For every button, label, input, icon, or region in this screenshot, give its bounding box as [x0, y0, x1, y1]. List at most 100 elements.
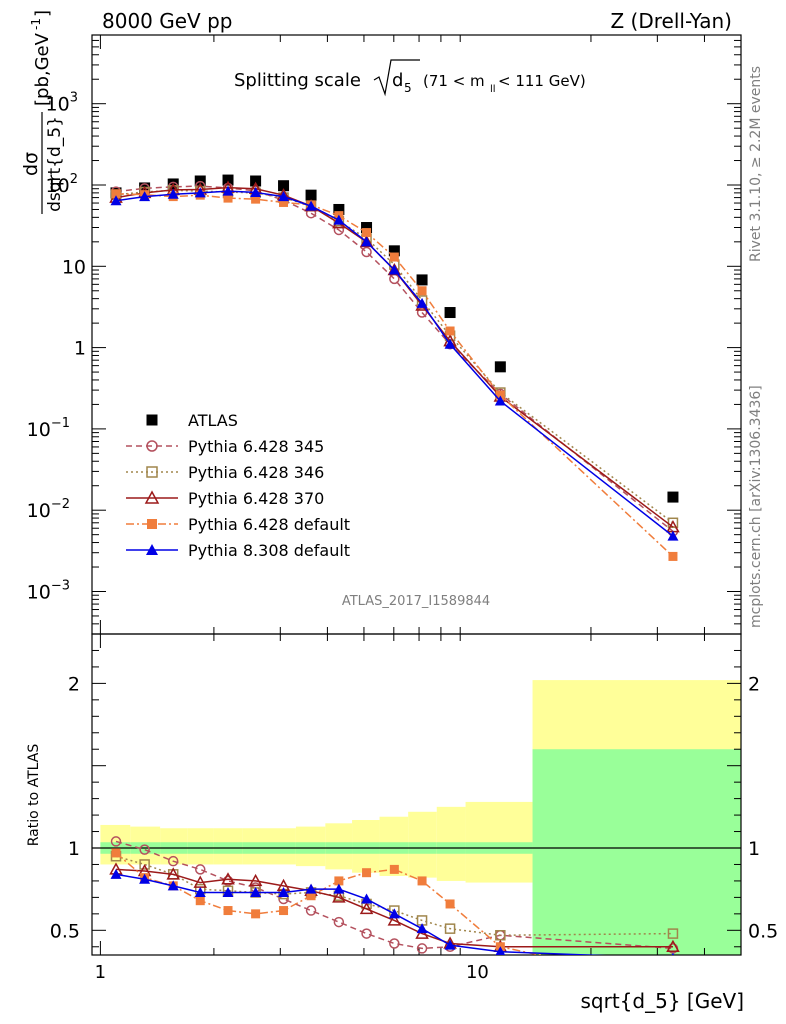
ratio-y-tick-label-right: 0.5	[748, 920, 778, 942]
point-atlas	[361, 222, 373, 234]
ratio-point-pythia-6-428-default	[445, 899, 455, 909]
point-pythia-8-308-default	[333, 214, 345, 225]
ratio-point-pythia-8-308-default	[671, 952, 675, 955]
legend-label-atlas: ATLAS	[188, 411, 238, 430]
ratio-point-pythia-6-428-345	[194, 864, 206, 875]
legend-marker-atlas	[146, 414, 158, 426]
ratio-point-pythia-6-428-370	[666, 939, 680, 953]
ratio-point-pythia-8-308-default	[110, 868, 122, 879]
sqrt-symbol	[373, 59, 420, 97]
legend-marker-pythia-6-428-370	[144, 490, 160, 504]
y-tick-label: 10−2	[27, 497, 70, 522]
ratio-point-pythia-6-428-default	[223, 906, 233, 916]
point-atlas	[444, 307, 456, 319]
ratio-point-pythia-6-428-345	[389, 938, 400, 949]
point-pythia-6-428-default	[279, 197, 289, 207]
ratio-series	[109, 836, 680, 955]
analysis-watermark: ATLAS_2017_I1589844	[342, 594, 490, 609]
ratio-point-pythia-6-428-default	[389, 864, 399, 874]
ratio-point-pythia-8-308-default	[139, 873, 151, 884]
point-atlas	[222, 174, 234, 186]
ratio-y-tick-label-right: 1	[748, 838, 760, 860]
ratio-point-pythia-6-428-370	[166, 867, 180, 880]
point-atlas	[278, 180, 290, 192]
point-pythia-6-428-345	[361, 246, 372, 258]
point-pythia-8-308-default	[222, 185, 234, 196]
ratio-plot-frame	[91, 633, 742, 956]
point-pythia-8-308-default	[361, 236, 373, 247]
ratio-point-pythia-8-308-default	[194, 886, 206, 897]
ratio-line-pythia-6-428-345	[115, 840, 674, 950]
point-pythia-6-428-default	[389, 252, 399, 262]
y-tick-label: 10−3	[27, 578, 70, 603]
ylabel-numerator: dσ	[20, 152, 42, 176]
ratio-point-pythia-8-308-default	[333, 883, 345, 894]
point-pythia-8-308-default	[305, 200, 317, 211]
ratio-point-pythia-8-308-default	[495, 946, 506, 955]
ylabel-unit-end: ]	[32, 10, 53, 17]
top-series	[109, 174, 680, 561]
point-pythia-8-308-default	[167, 188, 179, 199]
y-tick-label: 1	[74, 338, 86, 360]
point-pythia-8-308-default	[194, 187, 206, 198]
point-pythia-8-308-default	[444, 338, 456, 349]
point-atlas	[494, 361, 506, 373]
ratio-point-pythia-6-428-default	[417, 876, 427, 886]
plot-title-cut: (71 < m	[423, 72, 485, 90]
ratio-point-pythia-6-428-default	[251, 909, 261, 919]
ratio-point-pythia-6-428-346	[444, 923, 456, 934]
y-axis-label-top: dσ dsqrt{d_5} [pb,GeV -1 ]	[20, 10, 65, 214]
ratio-point-pythia-6-428-default	[279, 906, 289, 916]
plot-title-root-arg: d	[392, 70, 403, 91]
ratio-point-pythia-6-428-345	[110, 836, 122, 847]
point-pythia-6-428-default	[495, 390, 505, 400]
ratio-point-pythia-6-428-345	[416, 943, 428, 954]
plot-title: Splitting scale d 5 (71 < m ll < 111 GeV…	[234, 59, 586, 97]
ratio-point-pythia-6-428-345	[361, 928, 372, 939]
point-pythia-8-308-default	[250, 186, 262, 197]
ratio-point-pythia-6-428-370	[387, 913, 402, 926]
ratio-point-pythia-6-428-default	[334, 876, 344, 886]
plot-title-cut-end: < 111 GeV)	[498, 72, 586, 90]
point-pythia-6-428-default	[362, 228, 372, 238]
point-pythia-6-428-default	[668, 551, 678, 561]
legend-label-pythia-8-308-default: Pythia 8.308 default	[188, 541, 350, 560]
ratio-point-pythia-6-428-346	[139, 859, 150, 870]
plot-title-cut-sub: ll	[490, 84, 496, 95]
point-pythia-6-428-default	[111, 189, 121, 199]
ratio-point-pythia-6-428-default	[111, 848, 121, 858]
legend: ATLAS Pythia 6.428 345 Pythia 6.428 346 Pyt…	[126, 411, 350, 560]
point-pythia-8-308-default	[110, 195, 122, 206]
legend-marker-pythia-6-428-default	[147, 519, 157, 529]
legend-label-pythia-6-428-346: Pythia 6.428 346	[188, 463, 324, 482]
ratio-point-pythia-6-428-345	[139, 844, 150, 855]
point-atlas	[416, 274, 428, 286]
ratio-point-pythia-6-428-345	[305, 905, 317, 916]
y-tick-label: 103	[46, 91, 78, 116]
ratio-point-pythia-8-308-default	[444, 939, 456, 950]
header-left: 8000 GeV pp	[102, 9, 233, 33]
ratio-y-tick-label-left: 1	[68, 838, 80, 860]
x-tick-label: 10	[466, 962, 489, 983]
ratio-point-pythia-6-428-370	[359, 901, 374, 915]
point-pythia-6-428-default	[251, 194, 261, 204]
point-pythia-6-428-345	[389, 273, 400, 285]
x-tick-label: 1	[95, 962, 106, 983]
point-pythia-6-428-345	[416, 307, 428, 318]
ratio-point-pythia-6-428-346	[667, 928, 679, 939]
legend-label-pythia-6-428-default: Pythia 6.428 default	[188, 515, 350, 534]
ratio-point-pythia-6-428-370	[332, 890, 346, 903]
uncertainty-bands	[92, 680, 741, 955]
legend-label-pythia-6-428-345: Pythia 6.428 345	[188, 437, 324, 456]
ratio-point-pythia-8-308-default	[250, 886, 262, 897]
plot-title-main: Splitting scale	[234, 70, 361, 91]
ratio-point-pythia-8-308-default	[305, 883, 317, 894]
legend-marker-pythia-6-428-345	[146, 440, 158, 452]
point-pythia-8-308-default	[667, 530, 679, 541]
ratio-point-pythia-6-428-default	[306, 891, 316, 901]
line-pythia-8-308-default	[115, 190, 674, 537]
header-right: Z (Drell-Yan)	[610, 9, 732, 33]
y-tick-label: 10	[62, 256, 86, 278]
ratio-point-pythia-8-308-default	[416, 923, 428, 934]
